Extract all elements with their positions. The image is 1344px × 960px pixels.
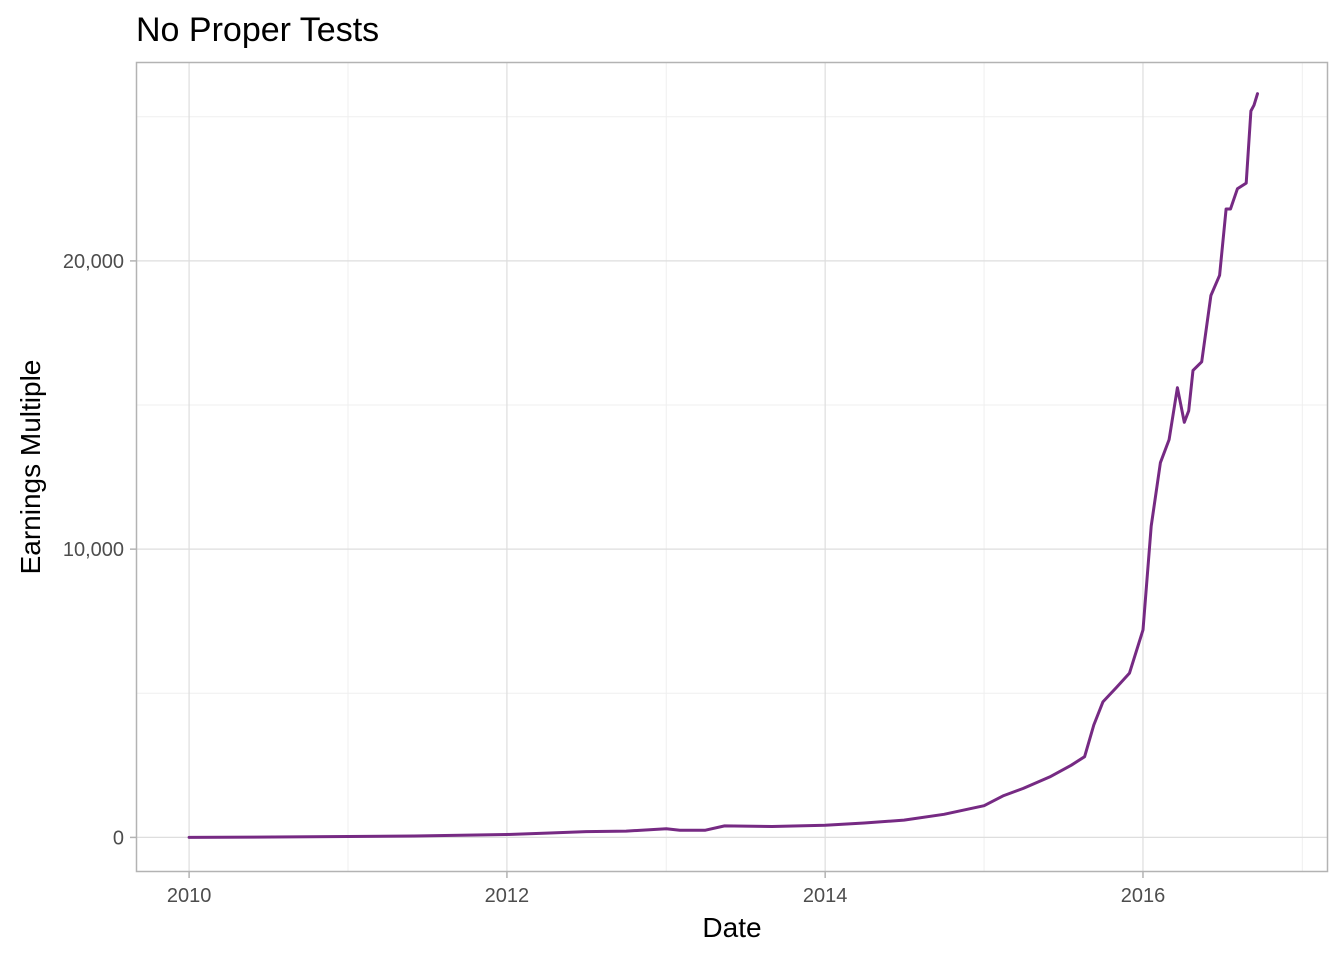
plot-panel-border [135, 61, 1329, 873]
x-tick-label: 2012 [485, 885, 530, 907]
y-axis-ticks: 0 10,000 20,000 [63, 251, 136, 849]
x-axis-title: Date [702, 912, 761, 943]
x-tick-label: 2016 [1121, 885, 1166, 907]
x-tick-label: 2014 [803, 885, 848, 907]
x-tick-label: 2010 [167, 885, 212, 907]
y-tick-label: 20,000 [63, 251, 124, 273]
x-axis-ticks: 2010 2012 2014 2016 [167, 872, 1165, 907]
y-axis-title: Earnings Multiple [15, 360, 46, 575]
major-gridlines [136, 62, 1328, 872]
minor-gridlines [136, 62, 1328, 872]
y-tick-label: 0 [113, 827, 124, 849]
series-line [187, 92, 1259, 839]
y-tick-label: 10,000 [63, 539, 124, 561]
chart-title: No Proper Tests [136, 11, 379, 49]
